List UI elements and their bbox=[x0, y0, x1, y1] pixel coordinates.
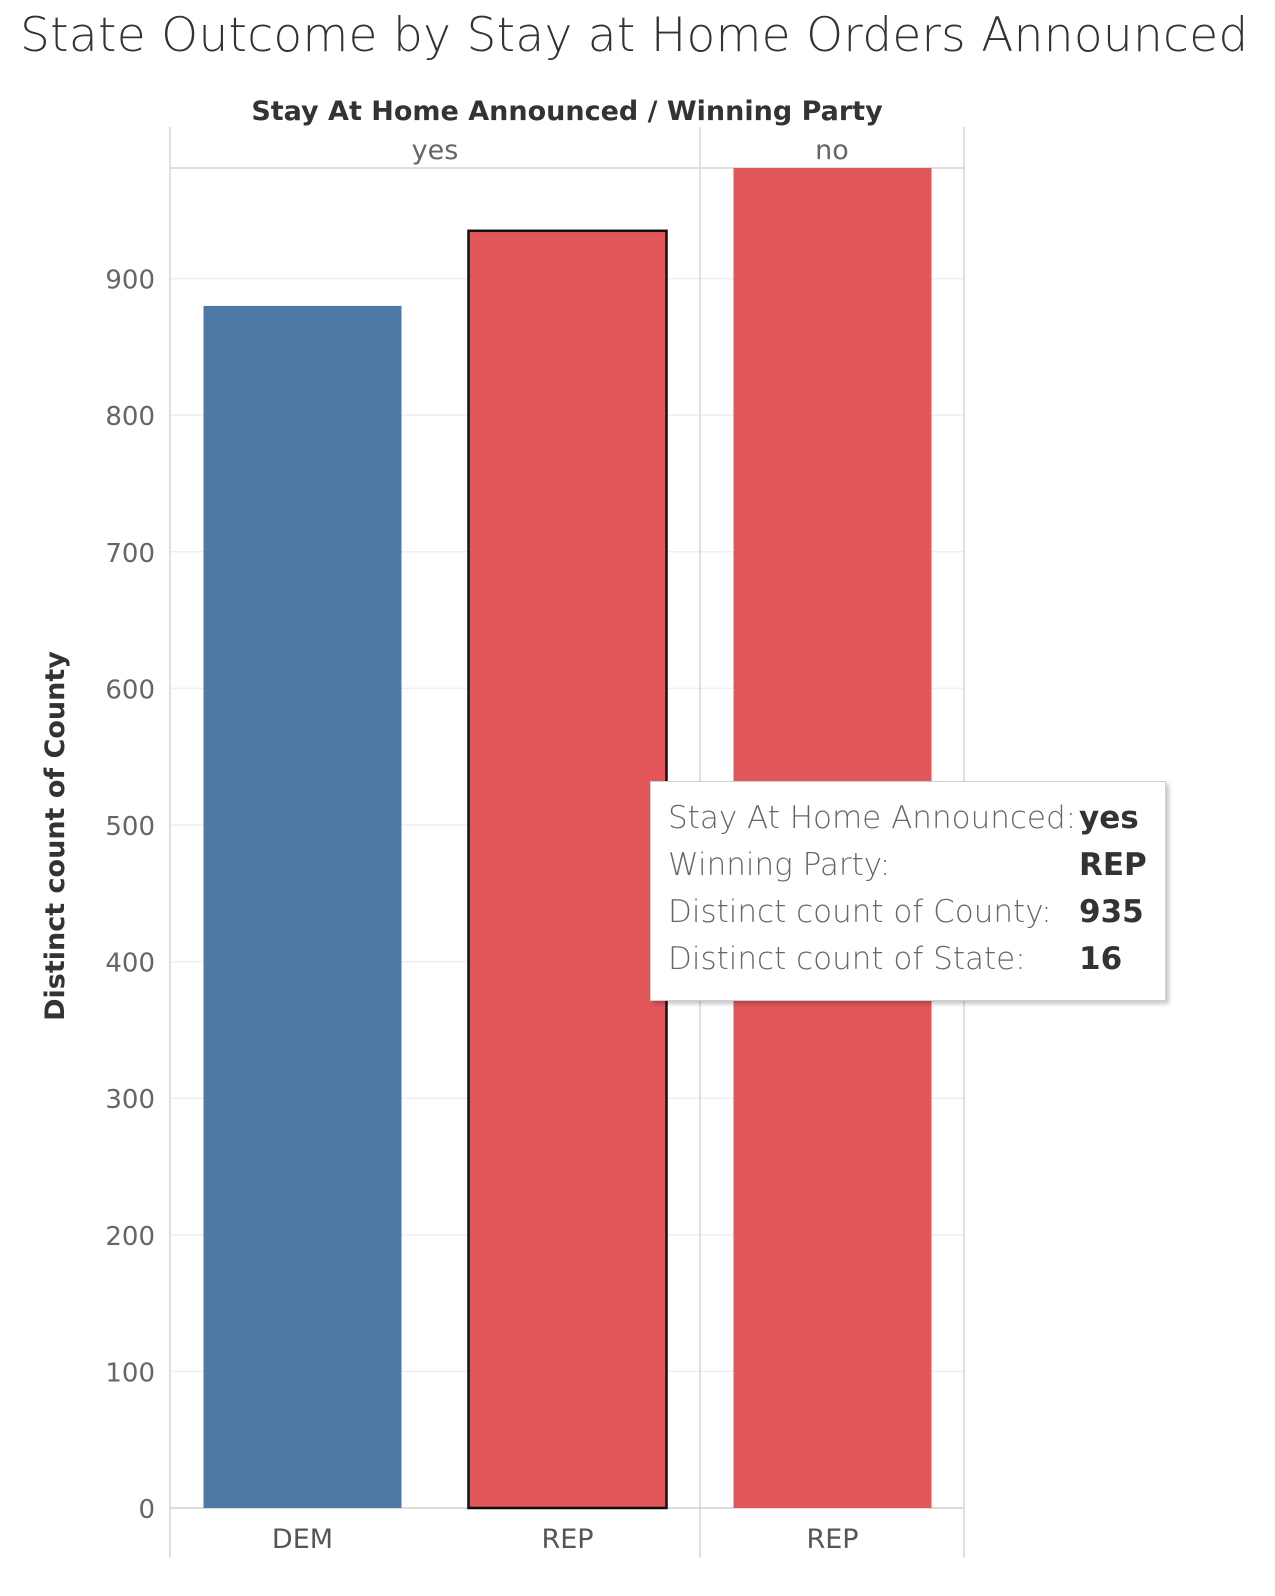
y-tick-label: 400 bbox=[105, 949, 155, 979]
tooltip-label: Winning Party: bbox=[668, 847, 891, 883]
y-tick-label: 100 bbox=[105, 1358, 155, 1388]
bar-yes-dem bbox=[203, 305, 402, 1508]
tooltip-row-stay-at-home: Stay At Home Announced: yes bbox=[668, 800, 1155, 844]
chart-title: State Outcome by Stay at Home Orders Ann… bbox=[20, 8, 1249, 63]
tooltip: Stay At Home Announced: yes Winning Part… bbox=[650, 781, 1166, 1001]
y-tick-label: 600 bbox=[105, 675, 155, 705]
x-tick-label: REP bbox=[806, 1524, 858, 1555]
y-tick-label: 500 bbox=[105, 812, 155, 842]
x-tick-label: DEM bbox=[272, 1524, 333, 1555]
y-tick-label: 0 bbox=[138, 1495, 155, 1525]
y-axis-label: Distinct count of County bbox=[40, 651, 71, 1021]
x-tick-label: REP bbox=[541, 1524, 593, 1555]
tooltip-value: REP bbox=[1079, 847, 1147, 883]
bar-yes-rep bbox=[467, 229, 668, 1510]
y-tick-label: 900 bbox=[105, 266, 155, 296]
y-tick-label: 300 bbox=[105, 1085, 155, 1115]
y-tick-label: 200 bbox=[105, 1222, 155, 1252]
tooltip-value: 935 bbox=[1079, 894, 1144, 930]
tooltip-row-winning-party: Winning Party: REP bbox=[668, 847, 1155, 891]
tooltip-label: Stay At Home Announced: bbox=[668, 800, 1077, 836]
tooltip-row-county-count: Distinct count of County: 935 bbox=[668, 894, 1155, 938]
facet-header: Stay At Home Announced / Winning Party bbox=[251, 96, 883, 127]
tooltip-label: Distinct count of County: bbox=[668, 894, 1052, 930]
tooltip-label: Distinct count of State: bbox=[668, 941, 1026, 977]
tooltip-value: yes bbox=[1079, 800, 1139, 836]
y-tick-label: 800 bbox=[105, 402, 155, 432]
tooltip-row-state-count: Distinct count of State: 16 bbox=[668, 941, 1155, 985]
panel-label-no: no bbox=[815, 135, 849, 166]
tooltip-value: 16 bbox=[1079, 941, 1123, 977]
panel-label-yes: yes bbox=[412, 135, 459, 166]
y-tick-label: 700 bbox=[105, 539, 155, 569]
